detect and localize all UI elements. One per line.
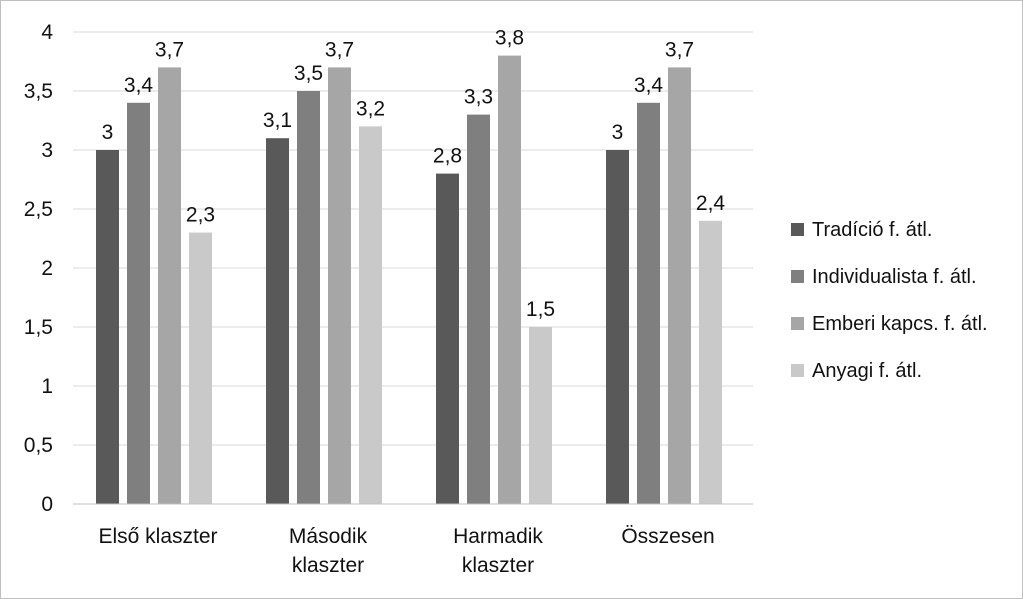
bar — [606, 150, 629, 504]
data-labels: 33,43,72,33,13,53,73,22,83,33,81,533,43,… — [102, 27, 726, 321]
data-label: 3,8 — [495, 27, 524, 50]
data-label: 3 — [102, 121, 114, 144]
data-label: 3,2 — [356, 97, 385, 120]
legend-label: Anyagi f. átl. — [812, 360, 922, 382]
y-tick-label: 3,5 — [24, 80, 53, 103]
y-tick-label: 0 — [41, 493, 53, 516]
bar — [637, 102, 660, 505]
y-tick-label: 2,5 — [24, 198, 53, 221]
bar — [266, 138, 289, 504]
data-label: 1,5 — [526, 298, 555, 321]
x-category-label: Első klaszter — [98, 525, 217, 548]
bar — [529, 327, 552, 504]
data-label: 3,3 — [464, 86, 493, 109]
legend: Tradíció f. átl. Individualista f. átl. Em… — [791, 219, 988, 382]
legend-swatch — [791, 223, 804, 236]
data-label: 3 — [612, 121, 624, 144]
data-label: 3,1 — [263, 109, 292, 132]
y-tick-label: 1 — [41, 375, 53, 398]
x-category-label: Második klaszter — [289, 525, 368, 577]
bar — [96, 150, 119, 504]
y-tick-label: 3 — [41, 139, 53, 162]
bar — [359, 126, 382, 505]
bar — [158, 67, 181, 505]
legend-swatch — [791, 270, 804, 283]
x-axis-categories: Első klaszter Második klaszter Harmadik klas… — [98, 525, 714, 577]
data-label: 3,5 — [294, 62, 323, 85]
y-tick-label: 4 — [41, 21, 53, 44]
legend-label: Tradíció f. átl. — [812, 219, 932, 241]
legend-swatch — [791, 364, 804, 377]
legend-label: Emberi kapcs. f. átl. — [812, 313, 988, 335]
data-label: 3,7 — [155, 38, 184, 61]
data-label: 3,7 — [325, 38, 354, 61]
y-tick-label: 1,5 — [24, 316, 53, 339]
data-label: 2,8 — [433, 145, 462, 168]
bar — [498, 55, 521, 504]
bar — [328, 67, 351, 505]
legend-swatch — [791, 317, 804, 330]
data-label: 3,4 — [634, 74, 664, 97]
gridlines — [73, 31, 753, 446]
x-category-label: Harmadik klaszter — [453, 525, 543, 577]
bar — [699, 220, 722, 505]
data-label: 3,4 — [124, 74, 154, 97]
bar — [127, 102, 150, 505]
bar — [467, 114, 490, 504]
x-category-label: Összesen — [621, 525, 714, 548]
data-label: 3,7 — [665, 38, 694, 61]
y-tick-label: 0,5 — [24, 434, 53, 457]
bar — [436, 173, 459, 504]
y-tick-label: 2 — [41, 257, 53, 280]
bar — [189, 232, 212, 504]
bar — [297, 91, 320, 504]
legend-label: Individualista f. átl. — [812, 266, 977, 288]
bars — [96, 55, 722, 505]
data-label: 2,4 — [696, 192, 726, 215]
bar — [668, 67, 691, 505]
y-axis-ticks: 0 0,5 1 1,5 2 2,5 3 3,5 4 — [24, 21, 54, 516]
data-label: 2,3 — [186, 204, 215, 227]
